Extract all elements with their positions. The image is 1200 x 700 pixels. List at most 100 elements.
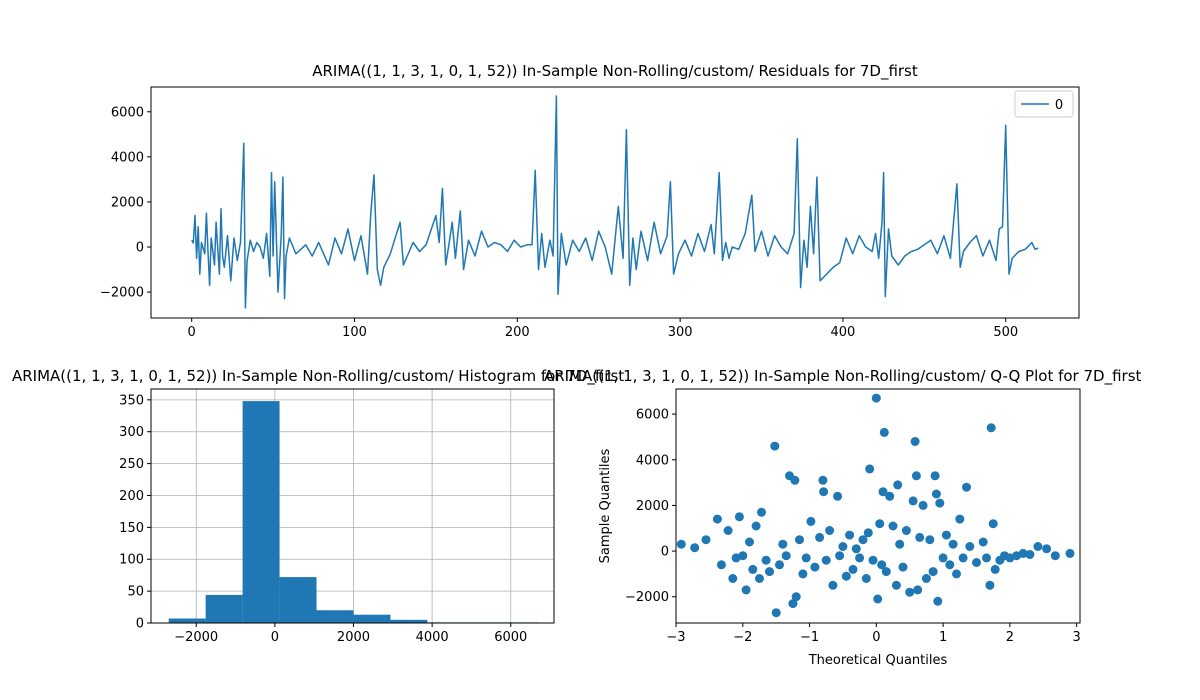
qq-point — [881, 567, 891, 577]
qq-ytick-label: 4000 — [636, 453, 669, 468]
qq-point — [701, 535, 711, 545]
histogram-bar — [242, 401, 280, 623]
qq-point — [848, 564, 858, 574]
qq-point — [723, 526, 733, 535]
qq-point — [958, 553, 968, 563]
histogram-ytick-label: 150 — [119, 521, 144, 536]
histogram-ytick-label: 100 — [119, 553, 144, 568]
residuals-ytick-label: 4000 — [111, 150, 144, 165]
qq-point — [855, 553, 865, 563]
qq-xtick-label: −3 — [666, 630, 685, 645]
qq-point — [833, 491, 843, 501]
qq-ytick-label: 6000 — [636, 408, 669, 423]
qq-point — [790, 475, 800, 485]
residuals-legend: 0 — [1014, 90, 1074, 118]
residuals-xtick-label: 100 — [342, 325, 367, 340]
qq-point — [877, 560, 887, 570]
qq-point — [861, 574, 871, 583]
qq-point — [891, 580, 901, 590]
qq-point — [875, 519, 885, 529]
qq-point — [990, 564, 1000, 574]
qq-point — [962, 482, 971, 492]
histogram-xtick-label: 6000 — [494, 630, 527, 645]
histogram-xtick-label: 4000 — [416, 630, 449, 645]
qq-point — [765, 567, 774, 577]
qq-ytick-label: 2000 — [636, 499, 669, 514]
residuals-xtick-label: 500 — [993, 325, 1018, 340]
histogram-axes-background — [151, 389, 554, 623]
qq-point — [871, 393, 881, 403]
qq-point — [806, 516, 816, 526]
qq-ylabel: Sample Quantiles — [598, 448, 613, 563]
qq-point — [933, 596, 943, 606]
residuals-ytick-label: 2000 — [111, 195, 144, 210]
qq-point — [748, 564, 758, 574]
qq-point — [879, 427, 889, 437]
qq-point — [878, 487, 888, 497]
residuals-xtick-label: 300 — [668, 325, 693, 340]
qq-ytick-label: 0 — [661, 545, 669, 560]
qq-point — [825, 526, 835, 535]
qq-point — [865, 464, 875, 474]
qq-point — [788, 599, 798, 609]
qq-ticks: −3 −2 −1 0 1 2 3 −2000 0 2000 4000 6000 — [625, 408, 1081, 645]
qq-point — [1025, 550, 1035, 559]
qq-point — [778, 539, 788, 549]
qq-point — [819, 487, 829, 497]
qq-point — [745, 537, 754, 547]
qq-point — [1042, 544, 1052, 554]
qq-point — [1033, 542, 1043, 551]
qq-point — [915, 532, 925, 542]
qq-point — [741, 585, 751, 595]
qq-point — [798, 569, 808, 579]
qq-point — [893, 480, 903, 490]
residuals-ytick-label: 6000 — [111, 105, 144, 120]
qq-point — [948, 539, 958, 549]
qq-point — [690, 543, 700, 553]
qq-point — [868, 555, 878, 565]
qq-point — [858, 535, 868, 545]
qq-point — [810, 562, 820, 572]
qq-point — [982, 553, 991, 563]
qq-point — [770, 441, 780, 451]
residuals-ticks: 0 100 200 300 400 500 −2000 0 2000 4000 6000 — [100, 105, 1018, 340]
qq-axes-frame — [675, 388, 1081, 624]
qq-point — [930, 471, 940, 481]
histogram-ytick-label: 350 — [119, 393, 144, 408]
qq-point — [978, 537, 988, 547]
qq-point — [845, 530, 855, 540]
qq-title: ARIMA((1, 1, 3, 1, 0, 1, 52)) In-Sample … — [544, 367, 1142, 386]
qq-point — [712, 514, 722, 524]
qq-point — [941, 530, 951, 540]
qq-point — [898, 562, 908, 572]
qq-point — [821, 555, 831, 565]
qq-point — [801, 553, 811, 563]
qq-point — [935, 498, 945, 508]
qq-point — [828, 580, 838, 590]
residuals-axes-frame — [150, 86, 1080, 319]
histogram-ytick-label: 250 — [119, 457, 144, 472]
qq-point — [755, 574, 764, 583]
histogram-ytick-label: 200 — [119, 489, 144, 504]
qq-point — [771, 608, 781, 618]
histogram-ytick-label: 300 — [119, 425, 144, 440]
residuals-ytick-label: 0 — [136, 241, 144, 256]
qq-point — [676, 539, 686, 549]
qq-point — [728, 574, 738, 583]
qq-point — [925, 535, 935, 545]
qq-point — [873, 594, 883, 604]
qq-point — [928, 567, 938, 577]
histogram-bars — [168, 401, 539, 623]
qq-xtick-label: 2 — [1006, 630, 1014, 645]
qq-point — [910, 437, 920, 446]
residuals-ytick-label: −2000 — [100, 286, 144, 301]
histogram-xtick-label: 2000 — [337, 630, 370, 645]
histogram-bar — [168, 618, 206, 623]
qq-point — [938, 553, 948, 563]
qq-xlabel: Theoretical Quantiles — [808, 653, 948, 668]
qq-point — [988, 519, 998, 529]
qq-point — [986, 423, 996, 433]
qq-point — [841, 571, 851, 581]
qq-point — [775, 560, 784, 570]
